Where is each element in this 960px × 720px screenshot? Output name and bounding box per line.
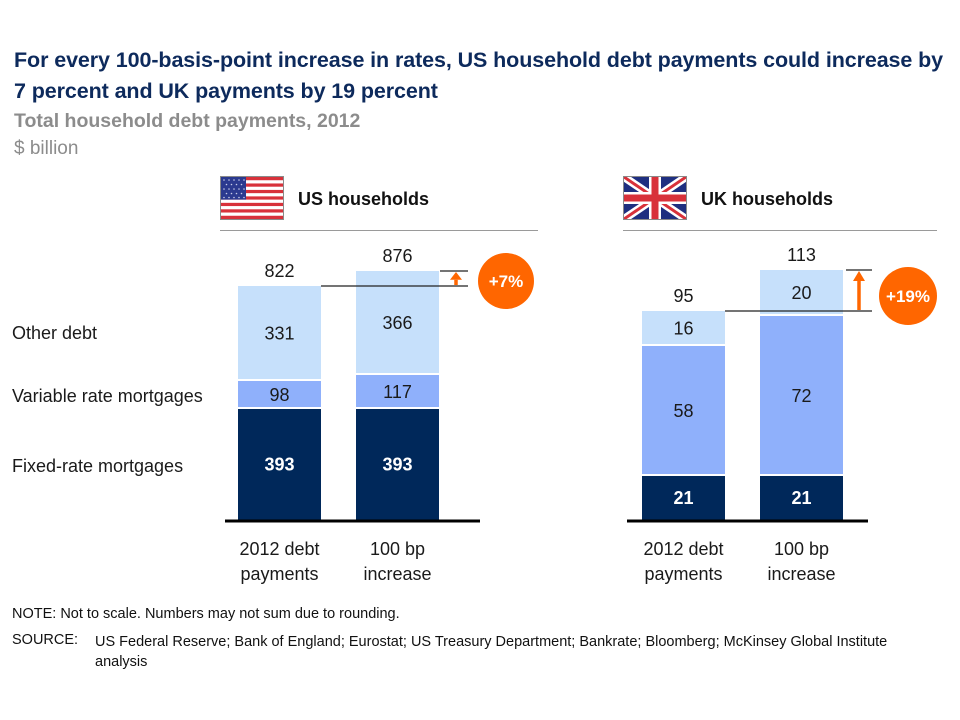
source-text: US Federal Reserve; Bank of England; Eur… xyxy=(95,634,888,670)
us-bar-2-total: 876 xyxy=(382,246,412,266)
us-bar-1-fixed-value: 393 xyxy=(264,455,294,475)
uk-bar-1-variable-segment xyxy=(642,346,725,474)
us-bar-2-fixed-segment xyxy=(356,409,439,520)
uk-bar-1-other-segment xyxy=(642,311,725,344)
us-up-arrow-icon xyxy=(450,272,462,280)
us-category-label-1-line-1: 2012 debt xyxy=(239,539,319,559)
uk-flag-icon xyxy=(621,173,689,223)
legend-variable-rate-mortgages: Variable rate mortgages xyxy=(12,386,203,406)
us-flag-icon xyxy=(220,176,284,220)
us-bar-2-variable-value: 117 xyxy=(383,382,412,402)
us-header-divider xyxy=(220,230,538,231)
uk-header-divider xyxy=(623,230,937,231)
us-change-label: +7% xyxy=(489,272,524,291)
uk-change-label: +19% xyxy=(886,287,930,306)
uk-bar-1-total: 95 xyxy=(673,286,693,306)
us-category-label-1-line-2: payments xyxy=(240,564,318,584)
uk-bar-1-fixed-value: 21 xyxy=(673,488,693,508)
uk-panel-title: UK households xyxy=(701,189,834,209)
uk-bar-2-other-value: 20 xyxy=(791,283,811,303)
unit-label: $ billion xyxy=(14,138,79,159)
us-bar-1-other-segment xyxy=(238,286,321,379)
uk-bar-2-fixed-segment xyxy=(760,476,843,520)
uk-bar-2-total: 113 xyxy=(787,245,816,265)
uk-bar-2-variable-value: 72 xyxy=(791,386,811,406)
source-label: SOURCE: xyxy=(12,632,79,648)
us-bar-1-total: 822 xyxy=(264,261,294,281)
us-bar-1-variable-value: 98 xyxy=(269,385,289,405)
uk-change-badge xyxy=(879,267,937,325)
us-bar-2-variable-segment xyxy=(356,375,439,407)
us-bar-1-variable-segment xyxy=(238,381,321,407)
uk-bar-2-variable-segment xyxy=(760,316,843,474)
uk-bar-1-fixed-segment xyxy=(642,476,725,520)
us-bar-1-fixed-segment xyxy=(238,409,321,520)
us-bar-1-other-value: 331 xyxy=(264,324,294,344)
us-category-label-2-line-2: increase xyxy=(363,564,431,584)
us-change-badge xyxy=(478,253,534,309)
us-category-label-2-line-1: 100 bp xyxy=(370,539,425,559)
uk-category-label-1-line-2: payments xyxy=(644,564,722,584)
us-bar-2-other-value: 366 xyxy=(382,313,412,333)
uk-bar-1-variable-value: 58 xyxy=(673,401,693,421)
uk-bar-2-fixed-value: 21 xyxy=(791,488,811,508)
chart-title: For every 100-basis-point increase in ra… xyxy=(14,48,944,103)
us-panel-title: US households xyxy=(298,189,430,209)
uk-bar-1-other-value: 16 xyxy=(673,319,693,339)
us-bar-2-fixed-value: 393 xyxy=(382,455,412,475)
uk-category-label-1-line-1: 2012 debt xyxy=(643,539,723,559)
uk-category-label-2-line-2: increase xyxy=(767,564,835,584)
footnote: NOTE: Not to scale. Numbers may not sum … xyxy=(12,606,400,622)
uk-category-label-2-line-1: 100 bp xyxy=(774,539,829,559)
uk-bar-2-other-segment xyxy=(760,270,843,314)
us-bar-2-other-segment xyxy=(356,271,439,373)
chart-subtitle: Total household debt payments, 2012 xyxy=(14,110,361,132)
legend-fixed-rate-mortgages: Fixed-rate mortgages xyxy=(12,456,184,476)
uk-up-arrow-icon xyxy=(853,271,865,281)
legend-other-debt: Other debt xyxy=(12,323,98,343)
